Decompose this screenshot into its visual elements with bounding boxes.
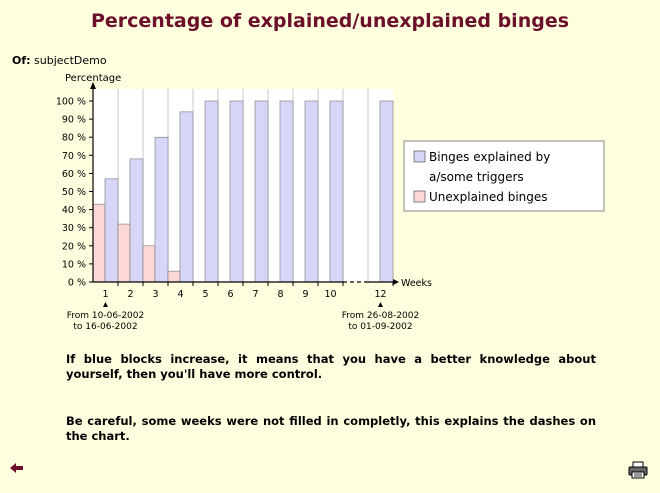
bar-explained (279, 100, 294, 283)
x-tick-label: 8 (277, 289, 283, 300)
subject-line: Of: subjectDemo (12, 54, 107, 67)
binges-chart: Percentage 0 % 10 % 20 % 30 % 40 % 50 % 60 % 70 … (56, 73, 605, 332)
note-knowledge: If blue blocks increase, it means that y… (66, 352, 596, 381)
date-marker-icon (103, 302, 108, 307)
legend-swatch-unexplained (413, 190, 426, 203)
bar-unexplained (92, 203, 106, 283)
x-tick-label: 7 (252, 289, 258, 300)
y-tick-label: 80 % (62, 133, 86, 144)
x-tick-label: 12 (374, 289, 386, 300)
x-tick-label: 5 (202, 289, 208, 300)
legend-label-unexplained: Unexplained binges (429, 190, 548, 204)
bar-explained (204, 100, 219, 283)
bar-explained (329, 100, 344, 283)
x-tick-label: 1 (102, 289, 108, 300)
y-tick-label: 50 % (62, 187, 86, 198)
bar-explained (129, 158, 144, 283)
x-tick-label: 6 (227, 289, 233, 300)
y-tick-label: 60 % (62, 169, 86, 180)
date-range-end: to 01-09-2002 (348, 322, 412, 332)
subject-value: subjectDemo (34, 54, 107, 67)
legend-label-explained: Binges explained by (429, 150, 550, 164)
bar-explained (254, 100, 269, 283)
x-tick-label: 10 (324, 289, 336, 300)
y-tick-label: 40 % (62, 205, 86, 216)
y-tick-label: 90 % (62, 115, 86, 126)
bar-explained (379, 100, 394, 283)
x-tick-label: 9 (302, 289, 308, 300)
date-range-end: to 16-06-2002 (73, 322, 137, 332)
bar-explained (154, 136, 169, 283)
x-axis-label: Weeks (401, 278, 432, 289)
y-axis-label: Percentage (65, 73, 121, 84)
y-tick-label: 10 % (62, 259, 86, 270)
date-range-start: From 10-06-2002 (67, 311, 144, 321)
date-range-start: From 26-08-2002 (342, 311, 419, 321)
y-tick-label: 0 % (68, 278, 86, 289)
bar-explained (179, 111, 194, 283)
printer-icon[interactable] (628, 461, 648, 479)
page-title: Percentage of explained/unexplained bing… (90, 10, 570, 32)
y-tick-label: 100 % (56, 97, 86, 108)
y-tick-label: 30 % (62, 223, 86, 234)
legend-box (403, 140, 605, 212)
bar-unexplained (117, 223, 131, 283)
legend-swatch-explained (413, 150, 426, 163)
bar-explained (229, 100, 244, 283)
y-tick-label: 70 % (62, 151, 86, 162)
bar-explained (304, 100, 319, 283)
bar-unexplained (142, 245, 156, 283)
bar-explained (104, 178, 119, 283)
x-tick-label: 2 (127, 289, 133, 300)
x-tick-label: 4 (177, 289, 183, 300)
back-arrow-icon[interactable] (10, 462, 24, 474)
x-tick-label: 3 (152, 289, 158, 300)
note-dashes: Be careful, some weeks were not filled i… (66, 414, 596, 443)
y-axis-arrow (90, 82, 96, 89)
x-axis-arrow (393, 279, 399, 285)
date-marker-icon (378, 302, 383, 307)
legend-label-explained-cont: a/some triggers (429, 170, 524, 184)
y-tick-label: 20 % (62, 241, 86, 252)
subject-label: Of: (12, 54, 31, 67)
bar-unexplained (167, 270, 181, 283)
